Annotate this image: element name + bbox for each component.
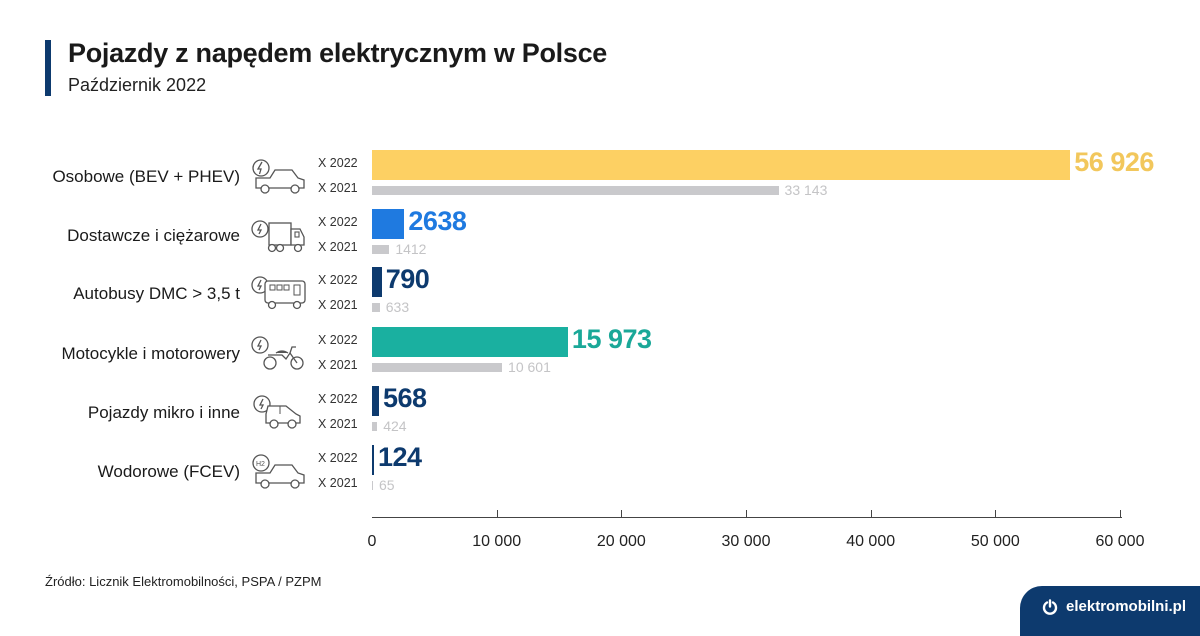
value-2022: 2638 [408,206,467,236]
bar-2022[interactable] [372,327,568,357]
x-axis-tick [1120,510,1121,518]
chart-row: Motocykle i motorowery X 2022 X 2021 15 973… [0,324,1200,385]
x-axis-tick-label: 0 [367,533,377,550]
electric-bus-icon [251,276,306,310]
year-label-2021: X 2021 [318,417,358,431]
year-label-2022: X 2022 [318,273,358,287]
chart-row: Autobusy DMC > 3,5 t X 2022 X 2021 790 633 [0,264,1200,325]
chart-title: Pojazdy z napędem elektrycznym w Polsce [68,38,608,68]
year-label-2021: X 2021 [318,181,358,195]
chart-subtitle: Październik 2022 [68,75,207,95]
bar-2022[interactable] [372,209,405,239]
bar-2021[interactable] [372,363,503,372]
year-label-2022: X 2022 [318,333,358,347]
bar-2022[interactable] [372,445,374,475]
chart-row: Pojazdy mikro i inne X 2022 X 2021 568 424 [0,383,1200,444]
source-note: Źródło: Licznik Elektromobilności, PSPA … [45,574,322,589]
hydrogen-car-icon: H2 [252,454,305,489]
chart-row: Wodorowe (FCEV) H2 X 2022 X 2021 124 65 [0,442,1200,503]
bar-2021[interactable] [372,422,378,431]
year-label-2021: X 2021 [318,240,358,254]
year-label-2022: X 2022 [318,156,358,170]
bar-2021[interactable] [372,186,779,195]
power-logo-icon [1042,599,1058,615]
chart-row: Dostawcze i ciężarowe X 2022 X 2021 2638 141… [0,206,1200,267]
bar-2021[interactable] [372,303,380,312]
category-label: Motocykle i motorowery [61,344,240,363]
value-2021: 1412 [395,241,427,257]
category-label: Osobowe (BEV + PHEV) [52,167,240,186]
value-2021: 10 601 [508,359,551,375]
year-label-2021: X 2021 [318,476,358,490]
category-label: Pojazdy mikro i inne [87,403,240,422]
year-label-2021: X 2021 [318,358,358,372]
chart-row: Osobowe (BEV + PHEV) X 2022 X 2021 56 926 33… [0,147,1200,208]
x-axis-tick-label: 50 000 [970,533,1020,550]
category-label: Dostawcze i ciężarowe [67,226,240,245]
bar-2021[interactable] [372,245,390,254]
bar-2022[interactable] [372,267,382,297]
value-2022: 568 [382,383,427,413]
category-label: Autobusy DMC > 3,5 t [73,284,240,303]
x-axis-tick [621,510,623,518]
value-2022: 124 [378,442,422,472]
x-axis-tick [746,510,747,518]
x-axis-line [372,517,1122,518]
value-2021: 65 [379,477,395,493]
category-label: Wodorowe (FCEV) [97,462,240,481]
brand-name: elektromobilni.pl [1066,598,1187,615]
bar-2021[interactable] [372,481,373,490]
x-axis-tick-label: 60 000 [1095,533,1145,550]
year-label-2022: X 2022 [318,451,358,465]
bar-2022[interactable] [372,150,1071,180]
x-axis-tick-label: 30 000 [721,533,771,550]
year-label-2022: X 2022 [318,392,358,406]
year-label-2021: X 2021 [318,298,358,312]
x-axis-tick [496,510,498,518]
value-2021: 633 [385,299,410,315]
value-2022: 790 [385,264,430,294]
brand-badge[interactable]: elektromobilni.pl [1020,586,1200,636]
bar-2022[interactable] [372,386,379,416]
year-label-2022: X 2022 [318,215,358,229]
x-axis-tick-label: 40 000 [846,533,896,550]
x-axis-tick-label: 10 000 [472,533,522,550]
x-axis-tick [870,510,872,518]
electric-microcar-icon [253,395,301,429]
electric-motorcycle-icon [251,336,304,370]
svg-text:H2: H2 [256,461,265,468]
electric-car-icon [252,159,305,194]
x-axis-tick [995,510,997,518]
title-accent-bar [45,40,51,96]
value-2022: 15 973 [571,324,652,354]
value-2021: 424 [383,418,407,434]
value-2021: 33 143 [784,182,828,198]
value-2022: 56 926 [1074,147,1154,177]
electric-truck-icon [251,220,305,253]
x-axis-tick-label: 20 000 [596,533,646,550]
